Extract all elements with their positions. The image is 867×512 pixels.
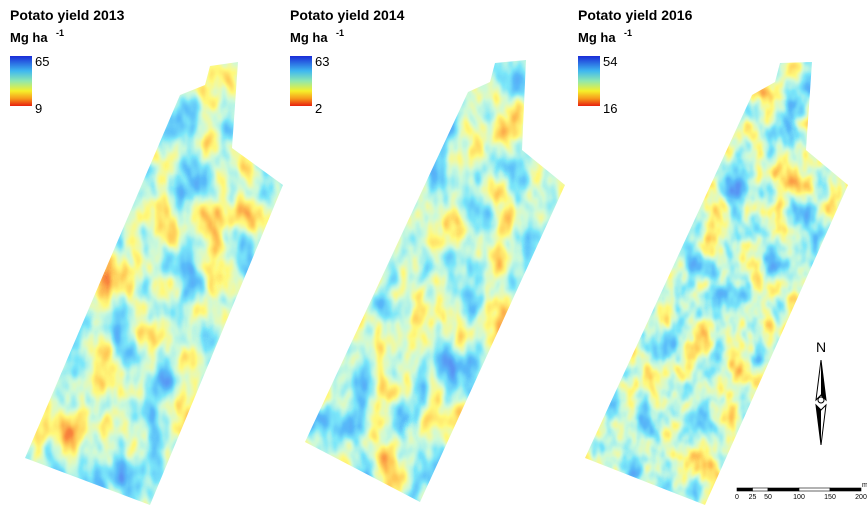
scale-segment: [798, 487, 831, 492]
legend-min: 16: [603, 101, 617, 116]
arrow-bottom-fill: [816, 405, 821, 445]
scale-segment: [767, 487, 800, 492]
yield-raster: [585, 62, 848, 505]
unit-label: Mg ha: [290, 30, 328, 45]
unit-label: Mg ha: [578, 30, 616, 45]
north-label: N: [816, 339, 826, 355]
legend-min: 2: [315, 101, 322, 116]
legend-min: 9: [35, 101, 42, 116]
unit-exponent: -1: [56, 28, 64, 38]
scale-segment: [829, 487, 862, 492]
legend-ramp: [290, 56, 312, 106]
scale-segment: [736, 487, 753, 492]
scale-label: 0: [735, 494, 739, 501]
legend-ramp: [10, 56, 32, 106]
legend-max: 65: [35, 54, 49, 69]
legend-ramp: [578, 56, 600, 106]
arrow-top-fill: [821, 360, 826, 400]
legends: Potato yield 2013 Mg ha -1 65 9 Potato yield …: [10, 7, 693, 116]
scale-unit: m: [862, 482, 867, 489]
scale-label: 50: [764, 494, 772, 501]
scale-bar: 0 25 50 100 150 200 m: [735, 482, 867, 501]
map-title: Potato yield 2014: [290, 7, 405, 23]
unit-exponent: -1: [336, 28, 344, 38]
scale-label: 25: [749, 494, 757, 501]
yield-raster: [305, 60, 565, 502]
map-title: Potato yield 2013: [10, 7, 125, 23]
scale-label: 150: [824, 494, 836, 501]
arrow-center: [817, 396, 825, 404]
scale-label: 100: [793, 494, 805, 501]
unit-label: Mg ha: [10, 30, 48, 45]
scale-label: 200: [855, 494, 867, 501]
map-title: Potato yield 2016: [578, 7, 693, 23]
scale-segment: [752, 487, 769, 492]
field-maps: [25, 60, 848, 505]
north-arrow: N: [815, 339, 827, 446]
legend-max: 54: [603, 54, 617, 69]
yield-raster: [25, 62, 283, 505]
unit-exponent: -1: [624, 28, 632, 38]
legend-max: 63: [315, 54, 329, 69]
